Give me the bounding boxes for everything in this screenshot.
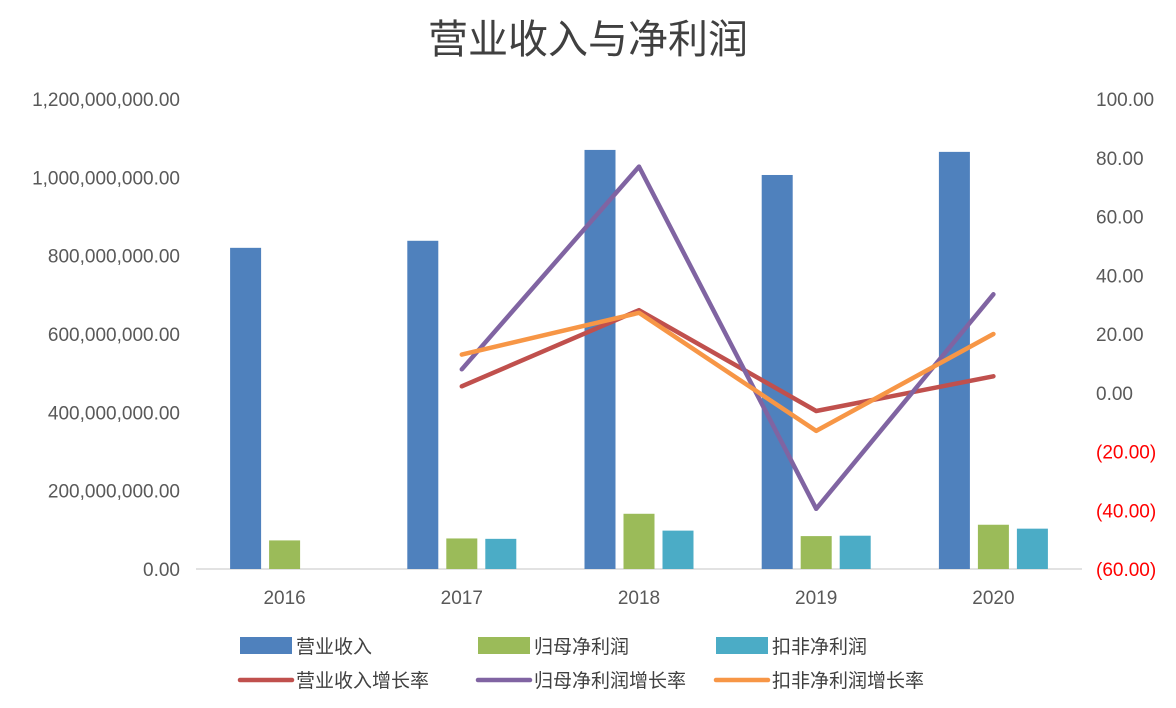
y-right-tick-label: (20.00) bbox=[1096, 443, 1156, 464]
y-right-tick-label: (40.00) bbox=[1096, 501, 1156, 522]
bar-2016 bbox=[230, 247, 262, 570]
bar-2019 bbox=[800, 536, 832, 569]
line-series-1 bbox=[459, 307, 996, 414]
bar-2020 bbox=[977, 524, 1009, 569]
legend-swatch bbox=[478, 637, 530, 654]
legend-swatch bbox=[240, 637, 292, 654]
y-right-tick-label: 20.00 bbox=[1096, 325, 1144, 346]
y-left-tick-label: 1,200,000,000.00 bbox=[32, 90, 180, 111]
legend-label: 扣非净利润 bbox=[772, 636, 867, 658]
y-left-tick-label: 0.00 bbox=[143, 560, 180, 581]
x-tick-label: 2019 bbox=[795, 588, 837, 609]
bar-2018 bbox=[662, 530, 694, 569]
y-left-tick-label: 400,000,000.00 bbox=[48, 403, 180, 424]
y-right-tick-label: (60.00) bbox=[1096, 560, 1156, 581]
y-left-tick-label: 600,000,000.00 bbox=[48, 325, 180, 346]
y-right-tick-label: 100.00 bbox=[1096, 90, 1154, 111]
y-left-tick-label: 800,000,000.00 bbox=[48, 247, 180, 268]
y-right-tick-label: 0.00 bbox=[1096, 384, 1133, 405]
bar-2017 bbox=[485, 538, 517, 569]
chart-title: 营业收入与净利润 bbox=[428, 17, 748, 63]
y-right-tick-label: 60.00 bbox=[1096, 208, 1144, 229]
legend-swatch bbox=[716, 637, 768, 654]
x-tick-label: 2017 bbox=[441, 588, 483, 609]
bar-2020 bbox=[1016, 528, 1048, 569]
bar-2016 bbox=[269, 540, 301, 569]
x-tick-label: 2020 bbox=[972, 588, 1014, 609]
y-right-tick-label: 40.00 bbox=[1096, 266, 1144, 287]
bar-2019 bbox=[761, 174, 793, 569]
bar-2018 bbox=[623, 513, 655, 569]
y-left-tick-label: 200,000,000.00 bbox=[48, 482, 180, 503]
axes: 0.00 200,000,000.00 400,000,000.00 600,000,… bbox=[32, 90, 1156, 609]
x-tick-label: 2018 bbox=[618, 588, 660, 609]
line-series-2 bbox=[459, 164, 996, 512]
bar-2017 bbox=[407, 240, 439, 570]
y-left-tick-label: 1,000,000,000.00 bbox=[32, 168, 180, 189]
bar-series bbox=[230, 149, 1048, 570]
legend-label: 营业收入 bbox=[296, 636, 372, 658]
legend-label: 归母净利润增长率 bbox=[534, 670, 686, 692]
legend-label: 归母净利润 bbox=[534, 636, 629, 658]
x-tick-label: 2016 bbox=[263, 588, 305, 609]
legend-label: 扣非净利润增长率 bbox=[772, 670, 924, 692]
y-right-tick-label: 80.00 bbox=[1096, 149, 1144, 170]
line-series bbox=[459, 164, 996, 512]
bar-2019 bbox=[839, 535, 871, 569]
bar-2017 bbox=[446, 538, 478, 569]
line-series-3 bbox=[459, 310, 996, 434]
legend-label: 营业收入增长率 bbox=[296, 670, 429, 692]
